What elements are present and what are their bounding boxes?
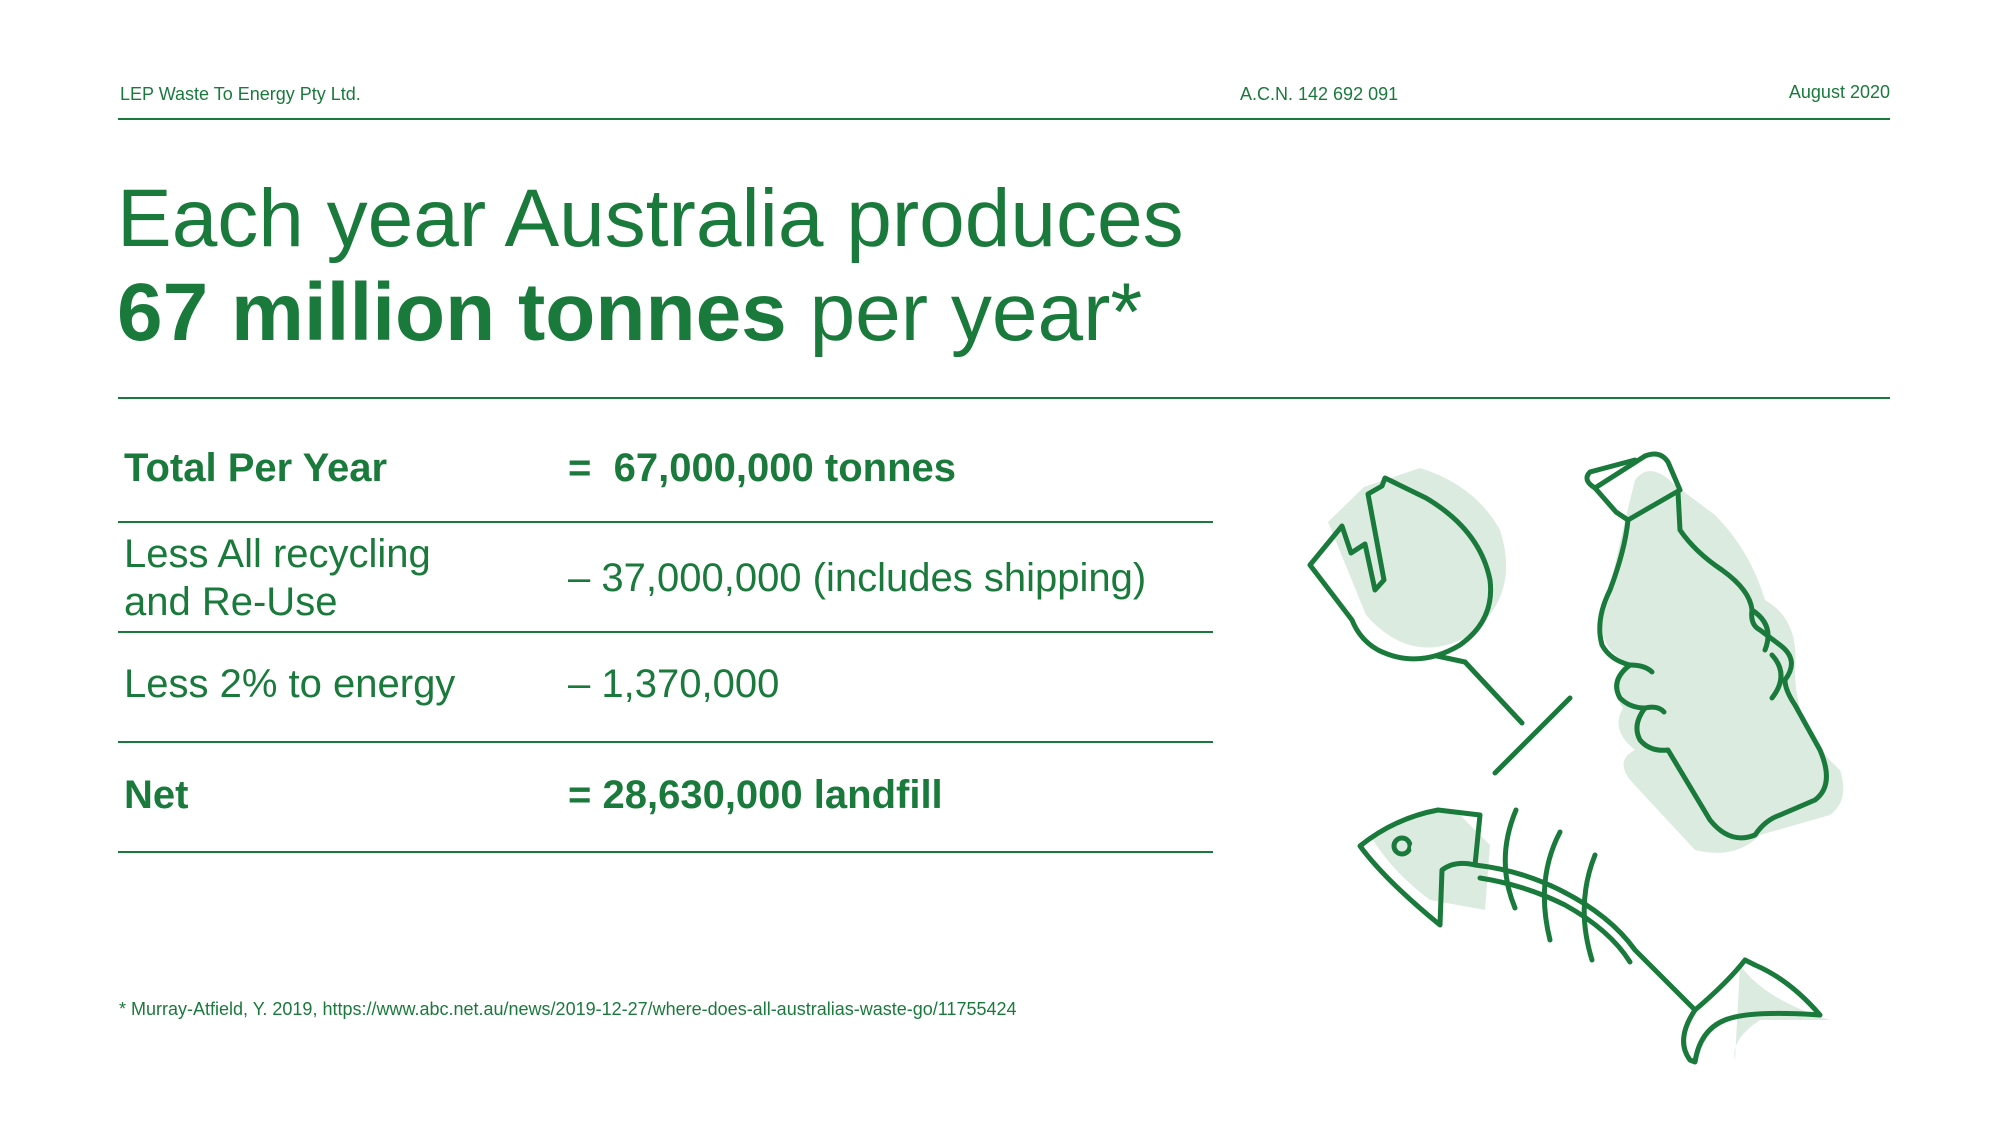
title-divider <box>118 397 1890 399</box>
title-line-2: 67 million tonnes per year* <box>117 266 1184 360</box>
fish-bone-icon <box>1357 807 1830 1065</box>
title-suffix: per year* <box>786 267 1143 358</box>
row-value: = 67,000,000 tonnes <box>568 446 957 490</box>
row-value: – 1,370,000 <box>568 662 780 706</box>
document-date: August 2020 <box>1788 82 1890 102</box>
row-divider <box>118 741 1213 743</box>
source-footnote: * Murray-Atfield, Y. 2019, https://www.a… <box>119 999 1017 1019</box>
title-highlight: 67 million tonnes <box>117 267 787 358</box>
row-label: Less 2% to energy <box>124 662 456 706</box>
row-label: Less All recycling and Re-Use <box>124 530 431 626</box>
acn-number: A.C.N. 142 692 091 <box>1240 84 1399 104</box>
title-line-1: Each year Australia produces <box>117 173 1184 264</box>
row-value: = 28,630,000 landfill <box>568 773 943 817</box>
row-label: Total Per Year <box>124 446 388 490</box>
waste-illustration <box>1307 451 1844 1065</box>
table-bottom-divider <box>118 851 1213 853</box>
header-divider <box>118 118 1890 120</box>
page-title: Each year Australia produces 67 million … <box>117 172 1184 360</box>
plastic-bottle-icon <box>1584 451 1844 853</box>
company-name: LEP Waste To Energy Pty Ltd. <box>120 84 361 104</box>
broken-glass-icon <box>1307 468 1573 776</box>
row-value: – 37,000,000 (includes shipping) <box>568 556 1147 600</box>
row-label-line-2: and Re-Use <box>124 580 338 624</box>
row-divider <box>118 631 1213 633</box>
row-label: Net <box>124 773 189 817</box>
row-divider <box>118 521 1213 523</box>
row-label-line-1: Less All recycling <box>124 532 431 576</box>
